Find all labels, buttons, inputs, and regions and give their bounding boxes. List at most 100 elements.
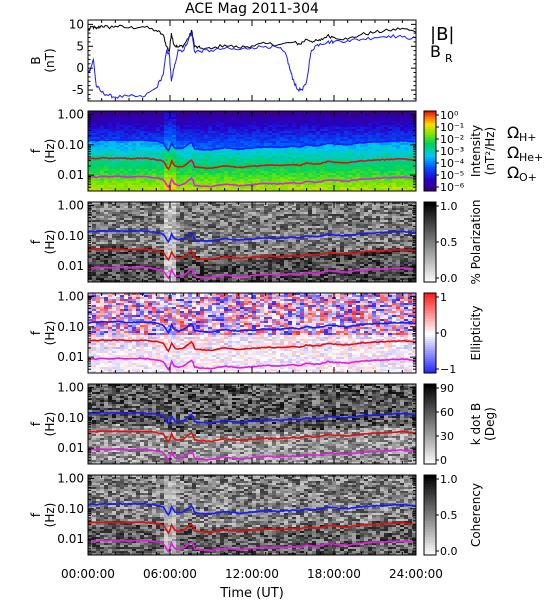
gyro-legend-heplus: Ω [507, 143, 519, 162]
intensity-cell [124, 177, 129, 180]
intensity-cell [148, 113, 153, 116]
intensity-cell [236, 145, 241, 148]
intensity-cell [248, 141, 253, 144]
intensity-cell [164, 117, 169, 120]
intensity-cell [208, 187, 213, 190]
intensity-cell [184, 143, 189, 146]
intensity-cell [104, 167, 109, 170]
intensity-cell [112, 119, 117, 122]
intensity-cell [240, 187, 245, 190]
intensity-cell [100, 149, 105, 152]
intensity-cell [144, 189, 149, 192]
intensity-cell [124, 167, 129, 170]
intensity-cell [104, 119, 109, 122]
intensity-cell [184, 141, 189, 144]
intensity-cell [172, 171, 177, 174]
intensity-cell [160, 113, 165, 116]
intensity-cell [196, 145, 201, 148]
intensity-cell [212, 169, 217, 172]
intensity-cell [128, 177, 133, 180]
intensity-cell [180, 181, 185, 184]
intensity-cell [192, 113, 197, 116]
intensity-cell [248, 135, 253, 138]
intensity-cell [232, 173, 237, 176]
intensity-cell [216, 163, 221, 166]
intensity-cell [140, 135, 145, 138]
intensity-cell [112, 163, 117, 166]
intensity-cell [88, 151, 93, 154]
intensity-cell [196, 167, 201, 170]
intensity-cell [196, 183, 201, 186]
intensity-cell [160, 145, 165, 148]
intensity-colorbar-title: Intensity [469, 125, 483, 177]
intensity-cell [248, 155, 253, 158]
intensity-cell [144, 137, 149, 140]
intensity-cell [248, 129, 253, 132]
intensity-cell [184, 127, 189, 130]
intensity-cell [168, 161, 173, 164]
intensity-cell [200, 133, 205, 136]
intensity-cell [188, 157, 193, 160]
intensity-cell [132, 171, 137, 174]
intensity-cell [108, 151, 113, 154]
intensity-cell [96, 113, 101, 116]
intensity-cell [108, 161, 113, 164]
field-y-label: B [29, 56, 43, 64]
intensity-cell [100, 173, 105, 176]
intensity-cell [156, 135, 161, 138]
intensity-cell [124, 127, 129, 130]
intensity-cell [156, 119, 161, 122]
intensity-cell [168, 141, 173, 144]
intensity-cell [224, 135, 229, 138]
intensity-cell [92, 161, 97, 164]
intensity-cell [192, 177, 197, 180]
intensity-cell [92, 187, 97, 190]
intensity-cell [96, 131, 101, 134]
intensity-cell [164, 181, 169, 184]
intensity-cell [164, 185, 169, 188]
intensity-cell [104, 155, 109, 158]
intensity-cell [140, 163, 145, 166]
intensity-cell [100, 117, 105, 120]
intensity-cell [192, 153, 197, 156]
intensity-cell [112, 121, 117, 124]
intensity-cell [188, 169, 193, 172]
intensity-cell [148, 129, 153, 132]
intensity-cell [172, 143, 177, 146]
intensity-cell [200, 155, 205, 158]
intensity-cell [92, 165, 97, 168]
intensity-cell [124, 141, 129, 144]
intensity-cell [108, 145, 113, 148]
intensity-cell [116, 129, 121, 132]
intensity-cell [192, 141, 197, 144]
intensity-cell [152, 161, 157, 164]
intensity-cell [180, 163, 185, 166]
intensity-cell [140, 115, 145, 118]
intensity-cell [208, 157, 213, 160]
intensity-cell [212, 159, 217, 162]
intensity-y-unit: (Hz) [43, 139, 57, 164]
intensity-cell [240, 171, 245, 174]
intensity-cell [160, 121, 165, 124]
intensity-cell [200, 117, 205, 120]
intensity-cell [120, 151, 125, 154]
intensity-cell [124, 135, 129, 138]
intensity-cell [120, 113, 125, 116]
intensity-cell [208, 163, 213, 166]
intensity-cell [180, 169, 185, 172]
intensity-cell [232, 135, 237, 138]
intensity-cell [128, 133, 133, 136]
intensity-cell [128, 153, 133, 156]
intensity-cell [232, 115, 237, 118]
intensity-cell [188, 183, 193, 186]
intensity-cell [196, 177, 201, 180]
intensity-cell [180, 137, 185, 140]
intensity-cell [244, 125, 249, 128]
intensity-cell [160, 173, 165, 176]
intensity-cell [104, 133, 109, 136]
intensity-cell [216, 169, 221, 172]
intensity-cell [124, 185, 129, 188]
intensity-cell [112, 173, 117, 176]
intensity-cell [176, 181, 181, 184]
